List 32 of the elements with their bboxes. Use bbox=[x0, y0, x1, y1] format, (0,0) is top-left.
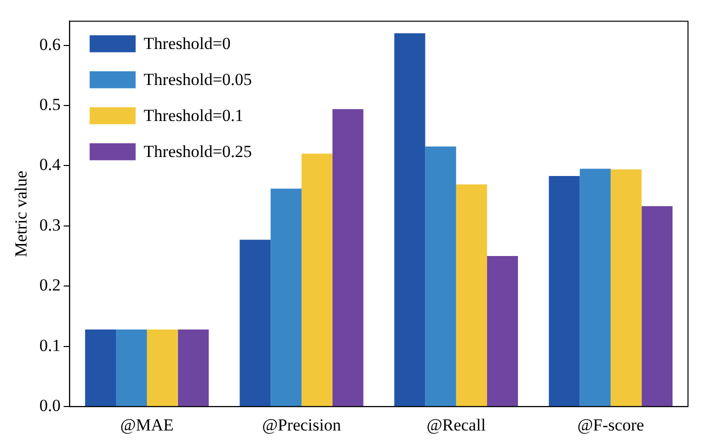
y-tick-label: 0.2 bbox=[39, 276, 61, 295]
y-tick-label: 0.6 bbox=[39, 34, 61, 54]
y-tick-label: 0.3 bbox=[39, 215, 61, 234]
legend-label: Threshold=0.25 bbox=[144, 142, 252, 162]
x-tick-label: @Recall bbox=[426, 415, 486, 434]
bar bbox=[456, 184, 488, 406]
bar bbox=[610, 169, 642, 406]
bar bbox=[240, 240, 271, 406]
legend-label: Threshold=0.05 bbox=[144, 70, 252, 90]
y-tick-label: 0.1 bbox=[39, 336, 61, 355]
bar bbox=[425, 146, 456, 406]
y-axis-title: Metric value bbox=[12, 170, 31, 258]
y-tick-label: 0.4 bbox=[39, 155, 62, 174]
bar bbox=[116, 330, 147, 406]
bar bbox=[85, 330, 116, 406]
bar bbox=[332, 109, 364, 406]
y-tick-label: 0.5 bbox=[39, 94, 61, 114]
y-tick-label: 0.0 bbox=[39, 396, 61, 416]
bar bbox=[302, 154, 332, 406]
bar bbox=[146, 330, 178, 406]
x-tick-label: @MAE bbox=[120, 415, 174, 434]
bar bbox=[487, 256, 518, 406]
bar bbox=[270, 188, 302, 406]
bar bbox=[394, 33, 426, 406]
x-tick-label: @Precision bbox=[262, 415, 342, 434]
bar bbox=[642, 206, 673, 406]
bar bbox=[580, 168, 611, 406]
bar bbox=[548, 176, 580, 406]
bar bbox=[178, 330, 209, 406]
x-tick-label: @F-score bbox=[577, 415, 644, 434]
legend-label: Threshold=0 bbox=[144, 34, 231, 54]
legend-label: Threshold=0.1 bbox=[144, 106, 244, 126]
